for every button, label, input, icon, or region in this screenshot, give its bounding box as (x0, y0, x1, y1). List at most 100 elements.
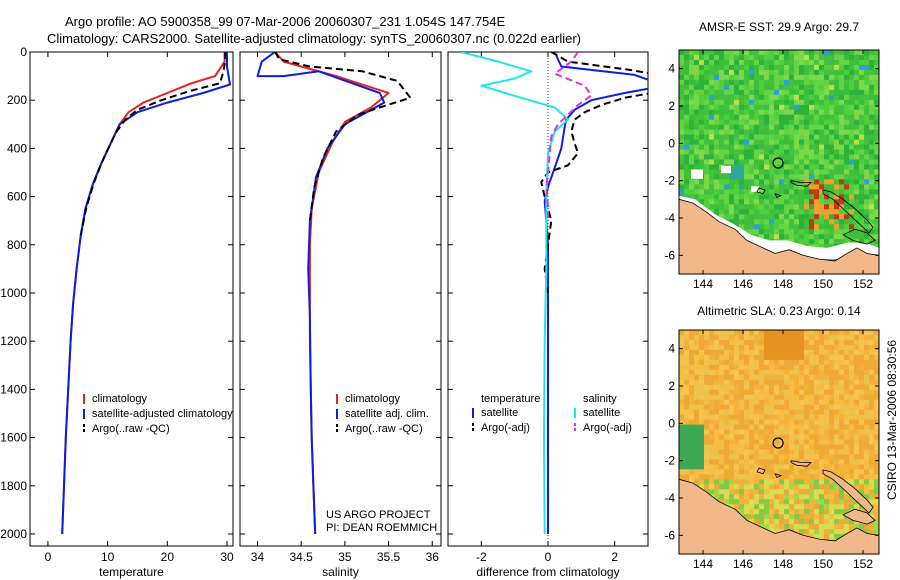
map-cell (809, 214, 815, 220)
map-cell (704, 374, 710, 381)
map-cell (784, 94, 790, 101)
legend-entry: satellite (583, 407, 620, 419)
map-cell (759, 99, 765, 106)
map-cell (759, 359, 765, 366)
map-cell (869, 219, 875, 225)
map-cell (774, 384, 780, 391)
map-cell (704, 439, 710, 445)
map-cell (834, 229, 840, 235)
map-x-tick-label: 146 (733, 277, 753, 291)
map-cell (834, 424, 840, 430)
map-cell (699, 154, 705, 160)
map-cell (694, 399, 700, 406)
island-outline (774, 473, 783, 479)
map-cell (784, 469, 790, 475)
map-cell (754, 169, 760, 175)
map-cell (714, 124, 720, 131)
map-cell (744, 229, 750, 235)
map-cell (829, 154, 835, 160)
map-cell (864, 414, 870, 420)
map-cell (759, 179, 765, 185)
map-cell (814, 509, 820, 515)
map-cell (724, 429, 730, 435)
map-cell (729, 174, 735, 180)
map-cell (754, 54, 760, 61)
map-cell (839, 349, 845, 356)
map-cell (774, 489, 780, 495)
map-cell (679, 64, 685, 71)
map-cell (734, 199, 740, 205)
map-cell (754, 494, 760, 500)
map-y-tick-label: 4 (668, 62, 675, 76)
map-cell (694, 99, 700, 106)
map-cell (714, 469, 720, 475)
map-cell (799, 229, 805, 235)
map-cell (874, 89, 879, 96)
map-cell (759, 424, 765, 430)
map-cell (869, 344, 875, 351)
map-cell (709, 139, 715, 145)
map-cell (779, 109, 785, 116)
map-cell (774, 389, 780, 396)
map-cell (839, 89, 845, 96)
map-cell (794, 104, 800, 111)
map-cell (809, 79, 815, 86)
map-cell (819, 159, 825, 165)
map-cell (689, 179, 695, 185)
map-cell (834, 224, 840, 230)
map-cell (734, 369, 740, 376)
map-cell (719, 384, 725, 391)
map-cell (789, 359, 795, 366)
map-cell (834, 174, 840, 180)
map-cell (854, 139, 860, 145)
map-cell (779, 334, 785, 341)
map-cell (839, 489, 845, 495)
map-cell (859, 439, 865, 445)
panel-sst-frame (678, 49, 880, 275)
map-cell (869, 59, 875, 66)
map-cell (834, 344, 840, 351)
map-cell (794, 59, 800, 66)
map-cell (829, 99, 835, 106)
map-cell (719, 419, 725, 425)
map-cell (874, 374, 879, 381)
map-cell (689, 154, 695, 160)
map-cell (724, 99, 730, 106)
map-cell (859, 374, 865, 381)
map-cell (719, 409, 725, 416)
map-cell (824, 519, 830, 525)
map-cell (749, 164, 755, 170)
map-cell (694, 404, 700, 411)
map-cell (859, 339, 865, 346)
map-cell (759, 214, 765, 220)
map-cell (779, 99, 785, 106)
map-cell (844, 404, 850, 411)
map-cell (844, 399, 850, 406)
map-cell (749, 54, 755, 61)
map-cell (824, 229, 830, 235)
map-cell (814, 349, 820, 356)
legend-entry: satellite (481, 407, 518, 419)
map-cell (739, 489, 745, 495)
map-cell (779, 504, 785, 510)
map-cell (789, 454, 795, 460)
map-cell (784, 154, 790, 160)
map-cell (784, 449, 790, 455)
map-cell (859, 74, 865, 81)
map-cell (689, 104, 695, 111)
map-cell (774, 394, 780, 401)
map-cell (684, 124, 690, 131)
map-cell (804, 409, 810, 416)
map-cell (784, 509, 790, 515)
map-cell (719, 204, 725, 210)
map-cell (764, 149, 770, 155)
map-cell (774, 479, 780, 485)
map-cell (684, 439, 690, 445)
map-cell (709, 154, 715, 160)
map-cell (799, 354, 805, 361)
map-cell (729, 334, 735, 341)
island-outline (790, 460, 813, 467)
map-cell (679, 50, 685, 56)
map-cell (714, 354, 720, 361)
map-cell (814, 439, 820, 445)
